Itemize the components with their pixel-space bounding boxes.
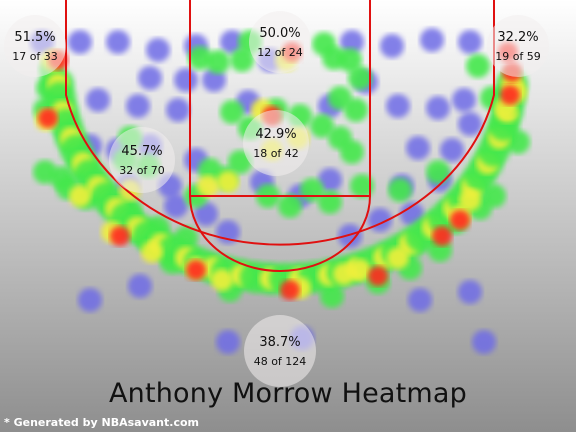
heat-blob xyxy=(202,68,226,92)
heat-blob xyxy=(340,30,364,54)
zone-percentage: 45.7% xyxy=(121,144,162,159)
free-throw-circle xyxy=(189,195,371,272)
zone-percentage: 51.5% xyxy=(14,30,55,45)
heat-blob xyxy=(220,30,244,54)
chart-title: Anthony Morrow Heatmap xyxy=(108,378,468,409)
heat-blob xyxy=(106,30,130,54)
heat-blob xyxy=(86,88,110,112)
heat-blob xyxy=(194,202,218,226)
heat-blob xyxy=(128,274,152,298)
heat-blob xyxy=(406,136,430,160)
heat-blob xyxy=(482,184,506,208)
heat-blob xyxy=(458,280,482,304)
heat-blob xyxy=(388,178,412,202)
heat-blob xyxy=(472,330,496,354)
zone-made-attempted: 48 of 124 xyxy=(254,355,307,368)
zone-made-attempted: 19 of 59 xyxy=(495,50,541,63)
heat-blob xyxy=(420,28,444,52)
zone-percentage: 32.2% xyxy=(497,30,538,45)
heat-blob xyxy=(312,32,336,56)
heat-blob xyxy=(188,46,212,70)
heat-blob xyxy=(386,94,410,118)
zone-labels: 51.5% 17 of 33 50.0% 12 of 24 32.2% 19 of 59 4… xyxy=(4,11,549,387)
heat-blob xyxy=(458,112,482,136)
zone-made-attempted: 17 of 33 xyxy=(12,50,58,63)
heat-blob xyxy=(500,85,520,105)
zone-bubble xyxy=(249,11,311,73)
heat-blob xyxy=(280,280,300,300)
heat-blob xyxy=(318,190,342,214)
heat-blob xyxy=(69,185,91,207)
three-point-line xyxy=(65,0,495,246)
court-lines xyxy=(65,0,495,272)
heat-blob xyxy=(68,30,92,54)
zone-percentage: 50.0% xyxy=(259,26,300,41)
heat-blob xyxy=(466,54,490,78)
zone-bubble xyxy=(243,110,309,176)
heat-blob xyxy=(450,210,470,230)
heat-blob xyxy=(216,330,240,354)
zone-bubble xyxy=(109,127,175,193)
zone-label-group: 50.0% 12 of 24 xyxy=(249,11,311,73)
heat-blob xyxy=(349,259,371,281)
heat-blob xyxy=(368,266,388,286)
heat-blob xyxy=(126,94,150,118)
heat-blob xyxy=(387,247,409,269)
heat-blob xyxy=(338,224,362,248)
heat-blob xyxy=(78,288,102,312)
heat-blob xyxy=(141,241,163,263)
heat-blob xyxy=(432,226,452,246)
zone-made-attempted: 18 of 42 xyxy=(253,147,299,160)
zone-made-attempted: 12 of 24 xyxy=(257,46,303,59)
heat-blob xyxy=(211,269,233,291)
zone-percentage: 42.9% xyxy=(255,127,296,142)
heat-blob xyxy=(230,48,254,72)
zone-label-group: 51.5% 17 of 33 xyxy=(4,15,66,77)
paint-box xyxy=(189,0,371,197)
heat-blob xyxy=(426,160,450,184)
heat-blob xyxy=(38,108,58,128)
heat-blob xyxy=(338,48,362,72)
heat-blob xyxy=(318,168,342,192)
heat-blob xyxy=(164,194,188,218)
heat-blob xyxy=(459,189,481,211)
heat-blob xyxy=(426,96,450,120)
zone-label-group: 38.7% 48 of 124 xyxy=(244,315,316,387)
heat-blob xyxy=(408,288,432,312)
heat-blob xyxy=(197,175,219,197)
zone-label-group: 32.2% 19 of 59 xyxy=(487,15,549,77)
heat-blob xyxy=(110,226,130,246)
heat-blob xyxy=(340,140,364,164)
heat-blob xyxy=(400,202,424,226)
heat-blob xyxy=(310,114,334,138)
zone-bubble xyxy=(244,315,316,387)
footer-credit: * Generated by NBAsavant.com xyxy=(4,416,199,429)
zone-percentage: 38.7% xyxy=(259,335,300,350)
heat-blob xyxy=(328,86,352,110)
zone-label-group: 42.9% 18 of 42 xyxy=(243,110,309,176)
heat-blob xyxy=(186,260,206,280)
zone-made-attempted: 32 of 70 xyxy=(119,164,165,177)
heat-blob xyxy=(278,194,302,218)
heat-blob xyxy=(452,88,476,112)
heat-blob xyxy=(206,50,230,74)
heat-blob xyxy=(138,66,162,90)
zone-bubble xyxy=(487,15,549,77)
heat-blob xyxy=(146,38,170,62)
heat-blob xyxy=(174,68,198,92)
heat-blob xyxy=(440,138,464,162)
heat-blob xyxy=(458,30,482,54)
heat-blob xyxy=(348,66,372,90)
zone-label-group: 45.7% 32 of 70 xyxy=(109,127,175,193)
heat-blob xyxy=(380,34,404,58)
heat-blob xyxy=(217,171,239,193)
heat-blob xyxy=(220,100,244,124)
heat-blob xyxy=(350,174,374,198)
heat-blob xyxy=(166,98,190,122)
zone-bubble xyxy=(4,15,66,77)
